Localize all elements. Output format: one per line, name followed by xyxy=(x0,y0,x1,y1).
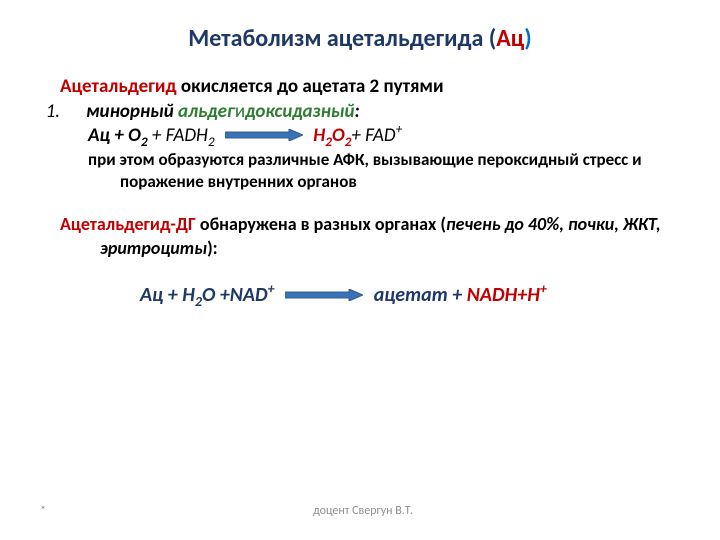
l2e: : xyxy=(354,100,359,123)
title-close: ) xyxy=(524,24,531,53)
list-text-1: минорный альдегидоксидазный: xyxy=(86,100,360,125)
eq1-a: Ац + О xyxy=(88,124,141,147)
afk-text: при этом образуются различные АФК, вызыв… xyxy=(120,149,658,193)
line-intro: Ацетальдегид окисляется до ацетата 2 пут… xyxy=(60,75,680,100)
eq2-c: ацетат + xyxy=(374,283,467,307)
arrow-icon xyxy=(285,289,363,301)
l2b: альдег xyxy=(178,100,235,123)
eq2-right: ацетат + NADН+Н+ xyxy=(374,283,547,307)
list-number: 1. xyxy=(40,100,60,125)
eq1-esup: + xyxy=(396,121,403,138)
footer: * доцент Свергун В.Т. xyxy=(0,504,720,518)
eq2-asub: 2 xyxy=(195,293,202,310)
list-item-1: 1. минорный альдегидоксидазный: xyxy=(40,100,680,125)
eq1-right: Н2О2+ FAD+ xyxy=(313,124,402,147)
aldh-b: обнаружена в разных органах ( xyxy=(196,213,446,235)
arrow-icon xyxy=(225,129,303,141)
eq1-d: О xyxy=(332,124,345,147)
eq2-bsup: + xyxy=(268,280,275,297)
arrow-shape xyxy=(285,289,363,301)
l2a: минорный xyxy=(86,100,178,123)
eq2-left: Ац + Н2О +NAD+ xyxy=(140,283,279,307)
arrow-shape xyxy=(225,129,303,141)
eq1-bsub: 2 xyxy=(208,133,215,150)
eq1-csub: 2 xyxy=(325,133,332,150)
title-accent: Ац xyxy=(496,24,524,53)
title-main: Метаболизм ацетальдегида ( xyxy=(188,24,496,53)
eq2-dsup: + xyxy=(540,280,547,297)
footer-left: * xyxy=(40,504,46,518)
aldh-term: Ацетальдегид-ДГ xyxy=(60,213,196,235)
eq1-c: Н xyxy=(313,124,325,147)
eq1-b: + FADH xyxy=(148,124,208,147)
line-afk: при этом образуются различные АФК, вызыв… xyxy=(88,149,658,193)
equation-1: Ац + О2 + FADH2 Н2О2+ FAD+ xyxy=(88,124,680,149)
eq2-a: Ац + Н xyxy=(140,283,195,307)
l2c: и xyxy=(235,100,245,123)
eq2-d: NADН+Н xyxy=(467,283,540,307)
aldh-d: ): xyxy=(207,237,218,259)
l2d: доксидазный xyxy=(245,100,354,123)
intro-rest: окисляется до ацетата 2 путями xyxy=(177,75,444,98)
intro-term: Ацетальдегид xyxy=(60,75,177,98)
eq1-e: + FAD xyxy=(351,124,395,147)
eq2-b: О +NAD xyxy=(202,283,268,307)
line-aldh: Ацетальдегид-ДГ обнаружена в разных орга… xyxy=(60,213,670,260)
equation-2: Ац + Н2О +NAD+ ацетат + NADН+Н+ xyxy=(140,282,680,308)
eq1-asub: 2 xyxy=(141,133,148,150)
footer-center: доцент Свергун В.Т. xyxy=(313,504,413,518)
slide: Метаболизм ацетальдегида (Ац) Ацетальдег… xyxy=(0,0,720,540)
eq1-left: Ац + О2 + FADH2 xyxy=(88,124,219,147)
slide-title: Метаболизм ацетальдегида (Ац) xyxy=(40,24,680,53)
